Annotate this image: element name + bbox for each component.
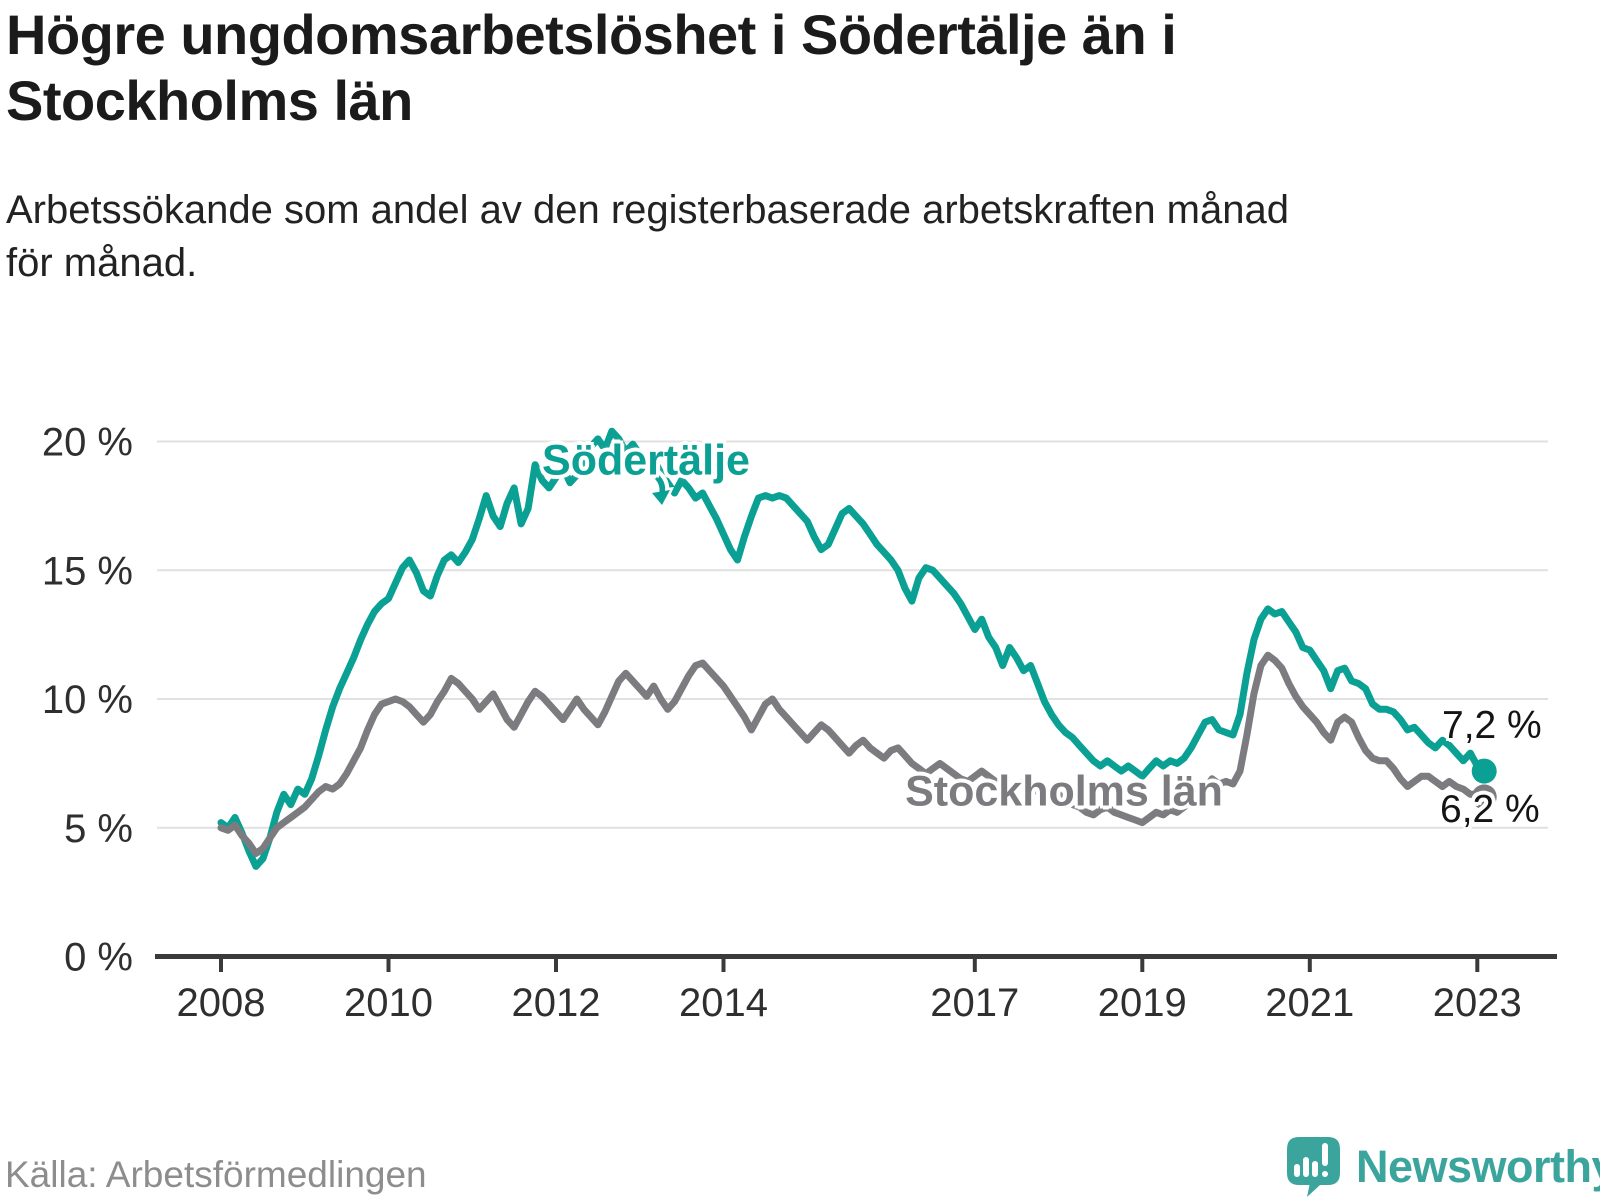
x-axis-tick (972, 957, 977, 972)
page-subtitle: Arbetssökande som andel av den registerb… (6, 188, 1289, 286)
x-tick-label: 2008 (177, 981, 266, 1025)
series-label-stockholms-lan: Stockholms län (905, 767, 1223, 816)
y-tick-label: 10 % (42, 678, 133, 722)
x-tick-label: 2017 (930, 981, 1019, 1025)
x-axis-tick (721, 957, 726, 972)
x-tick-label: 2012 (512, 981, 601, 1025)
sodertalje-annotation-arrow (639, 463, 674, 511)
x-axis-tick (219, 957, 223, 972)
axis-group (155, 954, 1557, 972)
end-value-label-sodertalje: 7,2 % (1442, 704, 1542, 747)
source-note: Källa: Arbetsförmedlingen (5, 1154, 427, 1195)
brand-logo: Newsworthy (1286, 1136, 1600, 1198)
x-axis-tick (1307, 957, 1312, 972)
end-dots-group (1471, 758, 1497, 810)
x-axis-tick (554, 957, 558, 972)
brand-name: Newsworthy (1356, 1141, 1600, 1192)
series-line-stockholms-lan (217, 651, 1488, 857)
x-tick-label: 2021 (1265, 981, 1354, 1025)
x-tick-label: 2010 (344, 981, 433, 1025)
series-line-sodertalje (217, 427, 1488, 870)
x-axis-tick (1140, 957, 1145, 972)
y-tick-label: 15 % (42, 549, 133, 593)
x-tick-label: 2014 (679, 981, 768, 1025)
x-tick-label: 2023 (1433, 981, 1522, 1025)
y-tick-label: 20 % (42, 421, 133, 465)
tick-labels-group: 2008 2010 2012 2014 2017 2019 2021 2023 0 % 5 % 10… (42, 421, 1522, 1026)
page-title: Högre ungdomsarbetslöshet i Södertälje ä… (6, 3, 1177, 132)
end-dot-stockholms-lan (1471, 784, 1497, 810)
x-axis-tick (1475, 957, 1480, 972)
end-dot-sodertalje (1471, 758, 1497, 784)
end-value-label-stockholm: 6,2 % (1440, 788, 1540, 831)
y-tick-label: 5 % (64, 807, 133, 851)
x-tick-label: 2019 (1098, 981, 1187, 1025)
series-lines-group (217, 427, 1488, 870)
series-label-sodertalje: Södertälje (542, 436, 750, 485)
x-axis-line (155, 954, 1557, 959)
newsworthy-icon (1287, 1137, 1340, 1197)
x-axis-tick (386, 957, 391, 972)
y-tick-label: 0 % (64, 936, 133, 980)
